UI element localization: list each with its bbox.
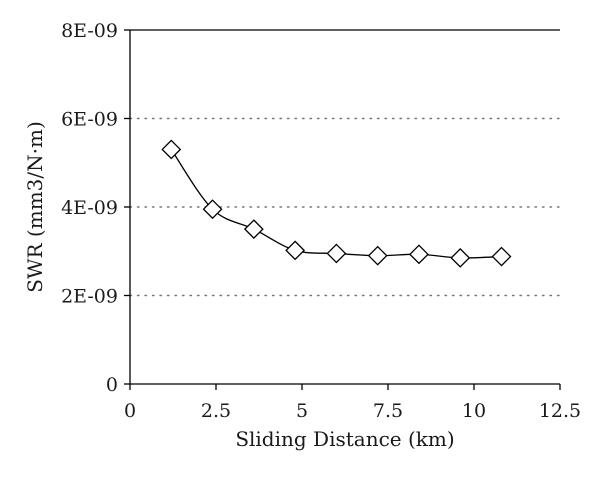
x-tick-label: 7.5 — [373, 400, 403, 422]
y-tick-label: 8E-09 — [61, 20, 118, 42]
data-point-marker — [161, 139, 182, 160]
series-line — [170, 149, 502, 259]
x-tick-label: 10 — [462, 400, 486, 422]
y-tick-label: 2E-09 — [61, 286, 118, 308]
y-axis-title: SWR (mm3/N·m) — [23, 121, 47, 293]
data-point-marker — [491, 246, 512, 267]
gridlines — [129, 117, 561, 297]
x-tick-label: 2.5 — [201, 400, 231, 422]
data-point-marker — [409, 244, 429, 265]
x-tick-label: 5 — [296, 400, 308, 422]
series — [161, 139, 512, 268]
data-point-marker — [326, 243, 347, 264]
tick-labels: 0 2E-09 4E-09 6E-09 8E-09 0 2.5 5 7.5 10 12.5 — [61, 20, 581, 422]
y-tick-label: 6E-09 — [61, 109, 118, 131]
y-tick-label: 0 — [106, 374, 118, 396]
x-axis-title: Sliding Distance (km) — [235, 427, 454, 451]
data-point-marker — [285, 240, 306, 261]
data-point-marker — [202, 199, 223, 220]
axes — [124, 29, 561, 390]
data-point-marker — [450, 247, 471, 268]
data-point-marker — [243, 219, 264, 240]
x-tick-label: 0 — [124, 400, 136, 422]
y-tick-label: 4E-09 — [61, 197, 118, 219]
data-point-marker — [367, 245, 388, 266]
x-tick-label: 12.5 — [539, 400, 581, 422]
